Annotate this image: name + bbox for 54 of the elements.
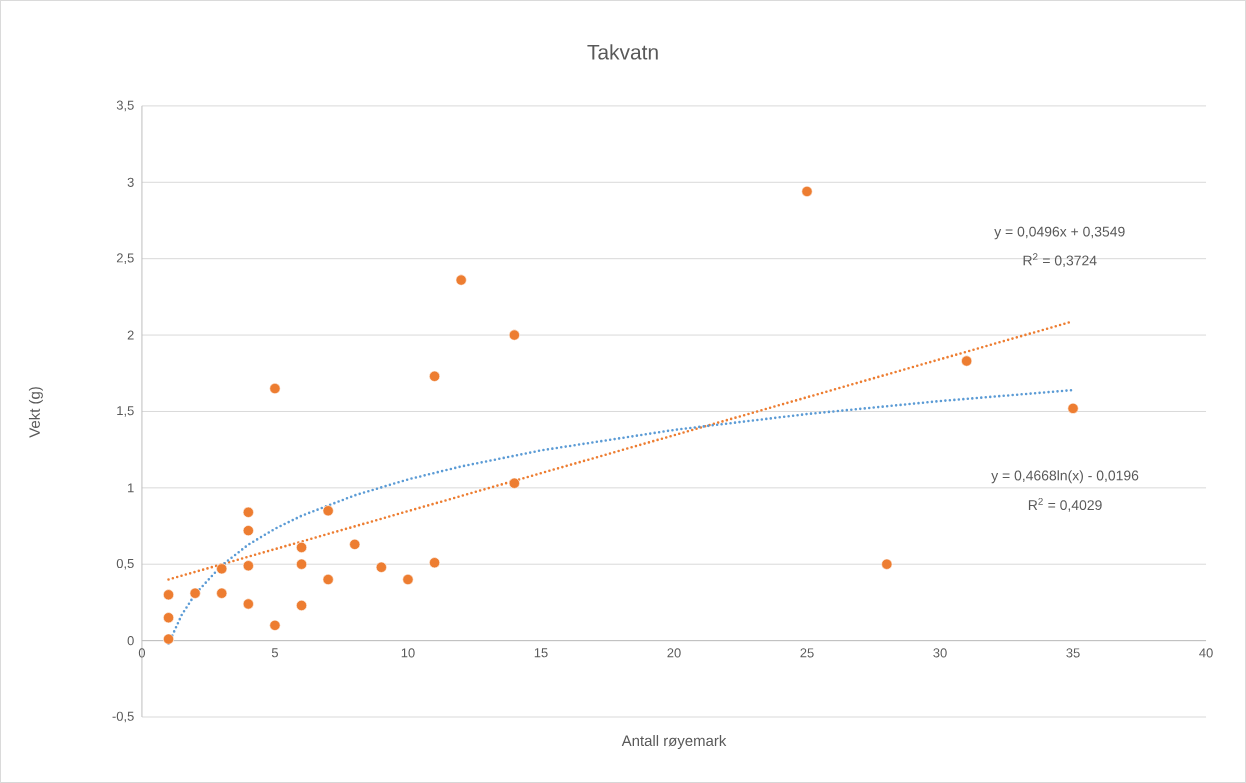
point	[296, 541, 308, 553]
annotation: R$^{2}$ = 0,4029	[1028, 497, 1102, 512]
point	[881, 558, 893, 570]
x-tick-label: 40	[1199, 648, 1213, 658]
point	[216, 587, 228, 599]
chart-title: Takvatn	[587, 44, 658, 60]
y-tick-label: 1	[128, 483, 134, 493]
y-tick-label: 3	[127, 177, 134, 187]
point	[242, 525, 254, 537]
point	[349, 538, 361, 550]
point	[163, 589, 175, 601]
point	[269, 383, 281, 395]
point	[269, 619, 281, 631]
y-axis-title: Vekt (g)	[28, 387, 43, 438]
x-tick-label: 30	[933, 648, 947, 658]
point	[322, 505, 334, 517]
x-tick-label: 25	[800, 648, 814, 658]
y-tick-label: 0,5	[116, 558, 134, 570]
point	[242, 560, 254, 572]
x-tick-label: 15	[534, 648, 548, 658]
point	[296, 600, 308, 612]
y-tick-label: 2	[127, 330, 134, 340]
point	[375, 561, 387, 573]
y-tick-label: 3,5	[116, 100, 134, 112]
annotation: y = 0,0496x + 0,3549	[994, 226, 1125, 240]
point	[163, 633, 175, 645]
point	[508, 329, 520, 341]
point	[1067, 402, 1079, 414]
point	[402, 574, 414, 586]
point	[322, 574, 334, 586]
x-tick-label: 20	[667, 648, 681, 658]
x-tick-label: 35	[1066, 648, 1080, 658]
point	[961, 355, 973, 367]
x-tick-label: 0	[138, 648, 146, 658]
point	[455, 274, 467, 286]
point	[242, 506, 254, 518]
point	[429, 370, 441, 382]
annotation: R$^{2}$ = 0,3724	[1023, 253, 1097, 268]
x-axis-title: Antall røyemark	[621, 735, 727, 750]
point	[429, 557, 441, 569]
y-tick-label: 0	[127, 636, 134, 646]
point	[216, 563, 228, 575]
point	[508, 477, 520, 489]
y-tick-label: 1,5	[117, 406, 134, 417]
point	[242, 598, 254, 610]
point	[801, 185, 813, 197]
x-tick-label: 10	[401, 648, 415, 658]
y-tick-label: -0,5	[112, 711, 134, 723]
point	[296, 558, 308, 570]
point	[189, 587, 201, 599]
point	[163, 612, 175, 624]
annotation: y = 0,4668ln(x) - 0,0196	[991, 470, 1139, 484]
y-tick-label: 2,5	[116, 253, 134, 265]
x-tick-label: 5	[271, 648, 278, 658]
